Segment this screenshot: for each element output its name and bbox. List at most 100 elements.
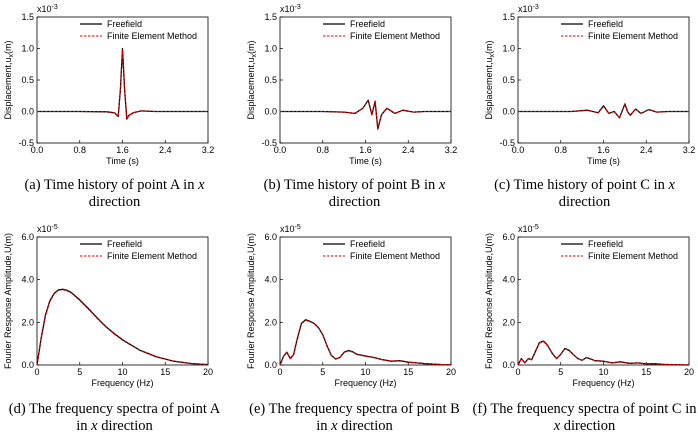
x-tick-label: 0.0 <box>274 145 287 155</box>
y-tick-label: 0.5 <box>21 75 34 85</box>
y-tick-label: -0.5 <box>261 138 277 148</box>
x-tick-label: 10 <box>598 367 608 377</box>
x-tick-label: 15 <box>641 367 651 377</box>
series-line-fem <box>517 340 690 366</box>
x-tick-label: 10 <box>117 367 127 377</box>
x-tick-label: 3.2 <box>683 145 696 155</box>
x-tick-label: 3.2 <box>202 145 215 155</box>
axis-exponent: x10-3 <box>280 4 301 14</box>
y-tick-label: 0.5 <box>264 75 277 85</box>
legend-label-freefield: Freefield <box>107 19 142 29</box>
x-tick-label: 10 <box>360 367 370 377</box>
series-line-fem <box>518 104 689 119</box>
y-tick-label: 0.0 <box>264 107 277 117</box>
x-axis-label: Frequency (Hz) <box>334 378 396 388</box>
chart-e: 0 5 10 15 20 0.0 2.0 4.0 6.0 Frequency (Hz) Fourie… <box>246 224 456 388</box>
x-axis-label: Time (s) <box>349 156 382 166</box>
caption-d: (d) The frequency spectra of point A in … <box>8 401 221 434</box>
x-tick-label: 20 <box>446 367 456 377</box>
x-tick-label: 3.2 <box>445 145 458 155</box>
legend-label-freefield: Freefield <box>350 19 385 29</box>
legend-label-fem: Finite Element Method <box>588 251 678 261</box>
legend-label-fem: Finite Element Method <box>588 31 678 41</box>
y-tick-label: 1.5 <box>21 12 34 22</box>
y-axis-label: Fourier Response Amplitude,U(m) <box>246 233 256 369</box>
x-tick-label: 0.8 <box>554 145 567 155</box>
y-tick-label: 1.0 <box>21 44 34 54</box>
y-axis-label: Fourier Response Amplitude,U(m) <box>3 233 13 369</box>
legend-label-freefield: Freefield <box>588 239 623 249</box>
x-tick-label: 0.8 <box>73 145 86 155</box>
legend-label-fem: Finite Element Method <box>350 251 440 261</box>
x-tick-label: 15 <box>160 367 170 377</box>
y-tick-label: 2.0 <box>264 317 277 327</box>
x-tick-label: 15 <box>403 367 413 377</box>
x-tick-label: 5 <box>320 367 325 377</box>
axis-exponent: x10-5 <box>280 224 301 234</box>
x-tick-label: 0 <box>34 367 39 377</box>
x-tick-label: 1.6 <box>116 145 129 155</box>
axis-exponent: x10-5 <box>37 224 58 234</box>
x-axis-label: Frequency (Hz) <box>91 378 153 388</box>
y-tick-label: 2.0 <box>502 317 515 327</box>
y-tick-label: 1.0 <box>502 44 515 54</box>
series-line-fem <box>36 289 209 366</box>
series-line-fem <box>280 100 451 130</box>
caption-c: (c) Time history of point C in x directi… <box>494 177 675 210</box>
caption-e: (e) The frequency spectra of point B in … <box>249 401 460 434</box>
y-tick-label: 4.0 <box>264 275 277 285</box>
series-line-freefield <box>36 288 209 366</box>
x-tick-label: 0.0 <box>31 145 44 155</box>
y-tick-label: 0.0 <box>264 360 277 370</box>
x-axis-label: Time (s) <box>587 156 620 166</box>
y-axis-label: Fourier Response Amplitude,U(m) <box>484 233 494 369</box>
chart-d: 0 5 10 15 20 0.0 2.0 4.0 6.0 Frequency (Hz) Fourie… <box>3 224 213 388</box>
y-axis-label: Displacement,ux(m) <box>3 40 15 119</box>
x-axis-label: Frequency (Hz) <box>572 378 634 388</box>
caption-a: (a) Time history of point A in x directi… <box>24 177 205 210</box>
y-tick-label: 6.0 <box>21 232 34 242</box>
caption-f: (f) The frequency spectra of point C in … <box>472 401 697 434</box>
series-line-fem <box>279 319 452 366</box>
caption-b: (b) Time history of point B in x directi… <box>263 177 446 210</box>
x-tick-label: 5 <box>77 367 82 377</box>
legend-label-fem: Finite Element Method <box>107 31 197 41</box>
x-tick-label: 0 <box>515 367 520 377</box>
x-tick-label: 5 <box>558 367 563 377</box>
x-tick-label: 20 <box>203 367 213 377</box>
legend-label-freefield: Freefield <box>350 239 385 249</box>
x-tick-label: 20 <box>684 367 694 377</box>
axis-exponent: x10-5 <box>518 224 539 234</box>
x-tick-label: 2.4 <box>159 145 172 155</box>
y-tick-label: 1.0 <box>264 44 277 54</box>
x-tick-label: 0 <box>277 367 282 377</box>
x-tick-label: 0.0 <box>512 145 525 155</box>
y-tick-label: 4.0 <box>21 275 34 285</box>
chart-f: 0 5 10 15 20 0.0 2.0 4.0 6.0 Frequency (Hz) Fourie… <box>484 224 694 388</box>
y-tick-label: -0.5 <box>499 138 515 148</box>
axis-exponent: x10-3 <box>37 4 58 14</box>
legend-label-freefield: Freefield <box>588 19 623 29</box>
series-line-fem <box>37 49 208 120</box>
axis-exponent: x10-3 <box>518 4 539 14</box>
y-tick-label: 6.0 <box>502 232 515 242</box>
series-line-freefield <box>517 340 690 366</box>
x-tick-label: 2.4 <box>640 145 653 155</box>
y-tick-label: 2.0 <box>21 317 34 327</box>
x-tick-label: 1.6 <box>597 145 610 155</box>
y-tick-label: 1.5 <box>264 12 277 22</box>
legend-label-fem: Finite Element Method <box>350 31 440 41</box>
x-tick-label: 0.8 <box>316 145 329 155</box>
y-tick-label: 6.0 <box>264 232 277 242</box>
legend-label-freefield: Freefield <box>107 239 142 249</box>
y-tick-label: 0.0 <box>502 360 515 370</box>
y-tick-label: 4.0 <box>502 275 515 285</box>
y-tick-label: 0.0 <box>502 107 515 117</box>
y-axis-label: Displacement,ux(m) <box>246 40 258 119</box>
x-tick-label: 2.4 <box>402 145 415 155</box>
legend-label-fem: Finite Element Method <box>107 251 197 261</box>
